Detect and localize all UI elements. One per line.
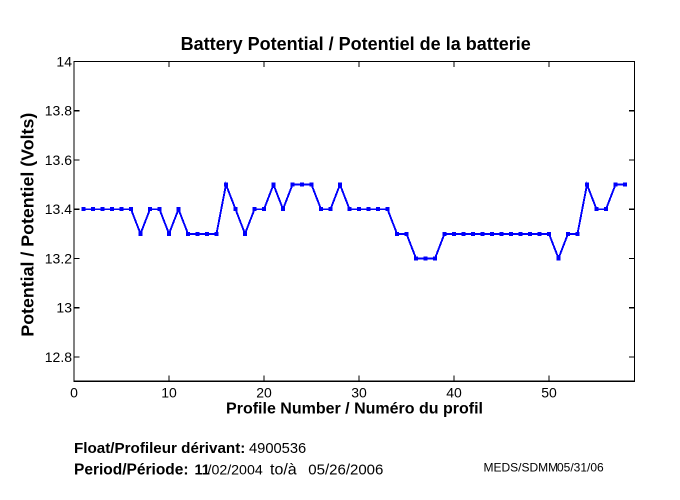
svg-text:20: 20 [256, 385, 272, 401]
svg-text:13.2: 13.2 [45, 250, 72, 266]
svg-text:Battery Potential / Potentiel: Battery Potential / Potentiel de la batt… [181, 34, 531, 54]
svg-text:0: 0 [70, 385, 78, 401]
svg-text:Float/Profileur dérivant:: Float/Profileur dérivant: [74, 440, 245, 457]
svg-text:13.4: 13.4 [45, 201, 72, 217]
svg-text:4900536: 4900536 [249, 441, 306, 457]
svg-text:13.6: 13.6 [45, 152, 72, 168]
svg-text:MEDS/SDMM: MEDS/SDMM [484, 461, 559, 475]
svg-text:Profile Number / Numéro du pro: Profile Number / Numéro du profil [226, 401, 483, 418]
svg-text:30: 30 [351, 385, 367, 401]
svg-text:10: 10 [161, 385, 177, 401]
svg-text:50: 50 [541, 385, 557, 401]
svg-text:05/31/06: 05/31/06 [557, 461, 604, 475]
svg-text:13: 13 [56, 300, 72, 316]
svg-text:40: 40 [446, 385, 462, 401]
svg-text:Potential / Potentiel (Volts): Potential / Potentiel (Volts) [18, 113, 38, 337]
svg-text:13.8: 13.8 [45, 103, 72, 119]
svg-text:12.8: 12.8 [45, 349, 72, 365]
svg-text:/02/2004: /02/2004 [208, 462, 263, 478]
svg-text:14: 14 [56, 54, 72, 70]
svg-text:to/à: to/à [270, 461, 297, 478]
svg-text:11: 11 [195, 462, 210, 478]
svg-text:Period/Période:: Period/Période: [74, 461, 189, 478]
svg-text:05/26/2006: 05/26/2006 [308, 461, 383, 478]
